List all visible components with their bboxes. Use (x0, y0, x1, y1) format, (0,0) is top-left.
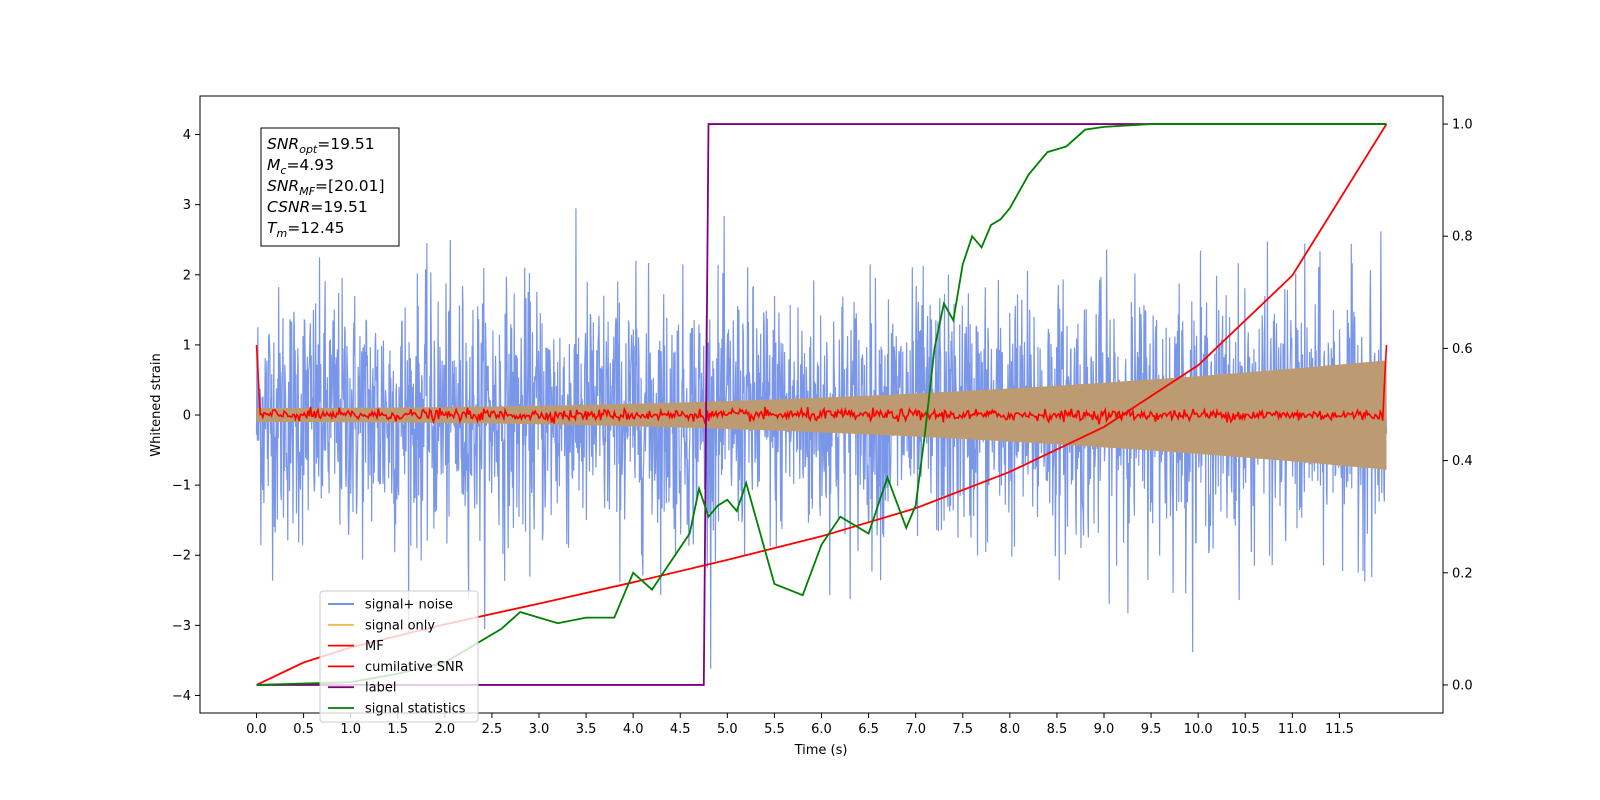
annotation-line: Tm=12.45 (267, 219, 345, 240)
x-tick-label: 1.5 (387, 722, 408, 737)
y-axis-label: Whitened strain (149, 353, 164, 456)
annotation-box-frame (260, 127, 400, 247)
y-left-tick-label: 0 (183, 409, 191, 424)
x-tick-label: 6.5 (858, 722, 879, 737)
series-label (256, 123, 1387, 686)
x-tick-label: 5.0 (717, 722, 738, 737)
annotation-subscript: opt (299, 143, 318, 156)
legend-entry: signal statistics (365, 702, 466, 717)
annotation-line: Mc=4.93 (267, 156, 334, 177)
y-right-tick-label: 0.6 (1452, 342, 1473, 357)
y-right-tick-label: 0.4 (1452, 454, 1473, 469)
x-tick-label: 2.5 (482, 722, 503, 737)
x-tick-label: 3.0 (529, 722, 550, 737)
x-tick-label: 8.5 (1047, 722, 1068, 737)
x-tick-label: 1.0 (340, 722, 361, 737)
annotation-symbol: M (267, 156, 280, 174)
y-left-tick-label: 4 (183, 128, 191, 143)
x-tick-label: 6.0 (811, 722, 832, 737)
y-right-axis: 0.0 0.2 0.4 0.6 0.8 1.0 (1443, 118, 1473, 693)
x-tick-label: 0.0 (246, 722, 267, 737)
y-right-tick-label: 0.8 (1452, 230, 1473, 245)
x-tick-label: 0.5 (293, 722, 314, 737)
legend-entry: cumilative SNR (365, 660, 464, 675)
x-tick-label: 10.5 (1231, 722, 1260, 737)
annotation-line: SNRopt=19.51 (267, 135, 375, 156)
y-right-tick-label: 1.0 (1452, 118, 1473, 133)
x-tick-label: 9.0 (1094, 722, 1115, 737)
annotation-line: SNRMF=[20.01] (267, 177, 385, 198)
annotation-subscript: MF (299, 185, 315, 198)
x-tick-label: 9.5 (1141, 722, 1162, 737)
x-tick-label: 11.0 (1278, 722, 1307, 737)
x-axis: 0.0 0.5 1.0 1.5 2.0 2.5 3.0 3.5 4.0 4.5 5.0 5.5 6.0 6… (246, 713, 1354, 737)
annotation-symbol: SNR (267, 177, 299, 195)
y-left-tick-label: −3 (172, 619, 191, 634)
annotation-symbol: CSNR (267, 198, 310, 216)
annotation-value: =12.45 (287, 219, 344, 237)
stats-annotation-box: SNRopt=19.51Mc=4.93SNRMF=[20.01]CSNR=19.… (260, 127, 400, 247)
series-signal-statistics (256, 123, 1387, 686)
y-left-tick-label: 1 (183, 338, 191, 353)
x-tick-label: 4.0 (623, 722, 644, 737)
y-left-tick-label: 2 (183, 268, 191, 283)
y-left-tick-label: −1 (172, 479, 191, 494)
annotation-line: CSNR=19.51 (267, 198, 368, 216)
series-mf (255, 344, 1388, 425)
x-tick-label: 8.0 (999, 722, 1020, 737)
legend: signal+ noise signal only MF cumilative SNR… (319, 590, 479, 723)
annotation-subscript: m (276, 227, 287, 240)
y-left-tick-label: 3 (183, 198, 191, 213)
y-right-tick-label: 0.2 (1452, 566, 1473, 581)
x-tick-label: 3.5 (576, 722, 597, 737)
annotation-symbol: SNR (267, 135, 299, 153)
x-axis-label: Time (s) (794, 743, 848, 758)
annotation-value: =19.51 (310, 198, 367, 216)
annotation-value: =4.93 (286, 156, 334, 174)
y-left-tick-label: −4 (172, 689, 191, 704)
x-tick-label: 5.5 (764, 722, 785, 737)
x-tick-label: 7.5 (952, 722, 973, 737)
x-tick-label: 7.0 (905, 722, 926, 737)
x-tick-label: 11.5 (1325, 722, 1354, 737)
legend-entry: signal+ noise (365, 598, 453, 613)
y-left-axis: −4 −3 −2 −1 0 1 2 3 4 (172, 128, 200, 704)
annotation-symbol: T (267, 219, 278, 237)
legend-entry: label (365, 681, 396, 696)
annotation-value: =19.51 (317, 135, 374, 153)
x-tick-label: 4.5 (670, 722, 691, 737)
annotation-value: =[20.01] (315, 177, 384, 195)
legend-entry: MF (365, 639, 384, 654)
legend-frame (319, 590, 479, 723)
x-tick-label: 2.0 (434, 722, 455, 737)
legend-entry: signal only (365, 618, 435, 633)
x-tick-label: 10.0 (1184, 722, 1213, 737)
y-right-tick-label: 0.0 (1452, 678, 1473, 693)
y-left-tick-label: −2 (172, 549, 191, 564)
annotation-subscript: c (280, 164, 286, 177)
